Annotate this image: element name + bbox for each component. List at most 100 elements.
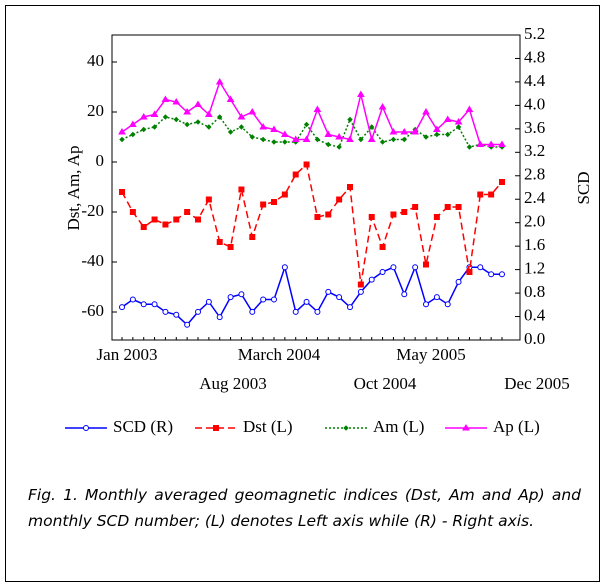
point — [184, 209, 191, 215]
point — [172, 98, 181, 105]
point — [151, 124, 158, 130]
legend-label: SCD (R) — [113, 417, 173, 436]
point — [357, 281, 364, 288]
y-tick-label: -40 — [81, 251, 104, 270]
point — [302, 135, 311, 142]
point — [465, 105, 474, 112]
point — [173, 216, 180, 223]
point — [270, 125, 278, 132]
point — [119, 304, 125, 311]
legend-marker — [83, 425, 89, 431]
point — [390, 211, 397, 218]
point — [173, 311, 180, 318]
point — [184, 121, 190, 128]
point — [454, 118, 463, 125]
y2-tick-label: 5.2 — [524, 24, 545, 43]
point — [390, 136, 397, 143]
y2-tick-label: 3.2 — [524, 141, 545, 160]
point — [477, 191, 484, 198]
series-line — [121, 80, 502, 146]
point — [281, 191, 288, 198]
y-tick-label: -20 — [81, 201, 104, 220]
y2-tick-label: 1.2 — [524, 259, 545, 278]
point — [433, 214, 440, 220]
point — [271, 199, 277, 205]
point — [139, 113, 148, 120]
y2-tick-label: 0.0 — [524, 329, 545, 348]
y2-tick-label: 4.4 — [524, 71, 546, 90]
point — [205, 298, 212, 305]
point — [249, 234, 256, 240]
point — [249, 308, 256, 315]
point — [238, 291, 245, 298]
point — [119, 189, 125, 195]
point — [368, 214, 375, 220]
point — [129, 209, 136, 215]
point — [205, 196, 212, 203]
point — [227, 294, 234, 301]
point — [434, 131, 440, 138]
point — [151, 216, 158, 223]
point — [162, 308, 169, 315]
point — [423, 301, 429, 308]
x-tick-label: Aug 2003 — [199, 374, 267, 393]
point — [400, 128, 409, 135]
y2-tick-label: 1.6 — [524, 235, 545, 254]
point — [215, 78, 224, 85]
x-tick-label: March 2004 — [238, 345, 321, 364]
point — [455, 124, 462, 130]
point — [161, 95, 170, 102]
point — [444, 204, 451, 210]
point — [162, 221, 169, 228]
point — [347, 184, 353, 190]
y-tick-label: 40 — [87, 51, 104, 70]
point — [183, 108, 192, 115]
y2-tick-label: 2.4 — [524, 188, 546, 207]
point — [412, 204, 419, 210]
point — [325, 288, 332, 295]
y-tick-label: -60 — [81, 301, 104, 320]
plot-frame — [111, 34, 521, 341]
point — [249, 134, 255, 140]
point — [369, 124, 375, 130]
point — [173, 116, 179, 123]
point — [411, 128, 420, 135]
point — [423, 134, 429, 140]
point — [303, 121, 310, 128]
point — [476, 140, 485, 147]
point — [128, 120, 137, 127]
point — [140, 301, 147, 308]
point — [238, 124, 245, 130]
y2-axis-label: SCD — [574, 171, 593, 204]
point — [443, 115, 452, 122]
point — [499, 271, 505, 278]
point — [195, 216, 201, 223]
point — [271, 139, 277, 145]
point — [356, 90, 365, 97]
y2-tick-label: 0.8 — [524, 282, 545, 301]
point — [195, 308, 201, 315]
point — [217, 114, 223, 120]
point — [466, 144, 473, 150]
point — [378, 103, 387, 110]
point — [184, 321, 191, 328]
point — [390, 264, 397, 271]
point — [401, 209, 408, 215]
point — [292, 308, 299, 315]
point — [303, 161, 310, 168]
point — [347, 304, 353, 311]
point — [379, 268, 386, 275]
x-tick-label: May 2005 — [396, 345, 465, 364]
point — [498, 140, 506, 147]
point — [335, 133, 344, 140]
point — [433, 294, 440, 301]
legend-label: Dst (L) — [243, 417, 293, 436]
y2-tick-label: 4.8 — [524, 47, 545, 66]
point — [150, 110, 159, 117]
point — [194, 100, 202, 107]
point — [336, 196, 343, 203]
figure-caption: Fig. 1. Monthly averaged geomagnetic ind… — [28, 486, 581, 530]
point — [292, 171, 299, 178]
point — [238, 186, 245, 193]
